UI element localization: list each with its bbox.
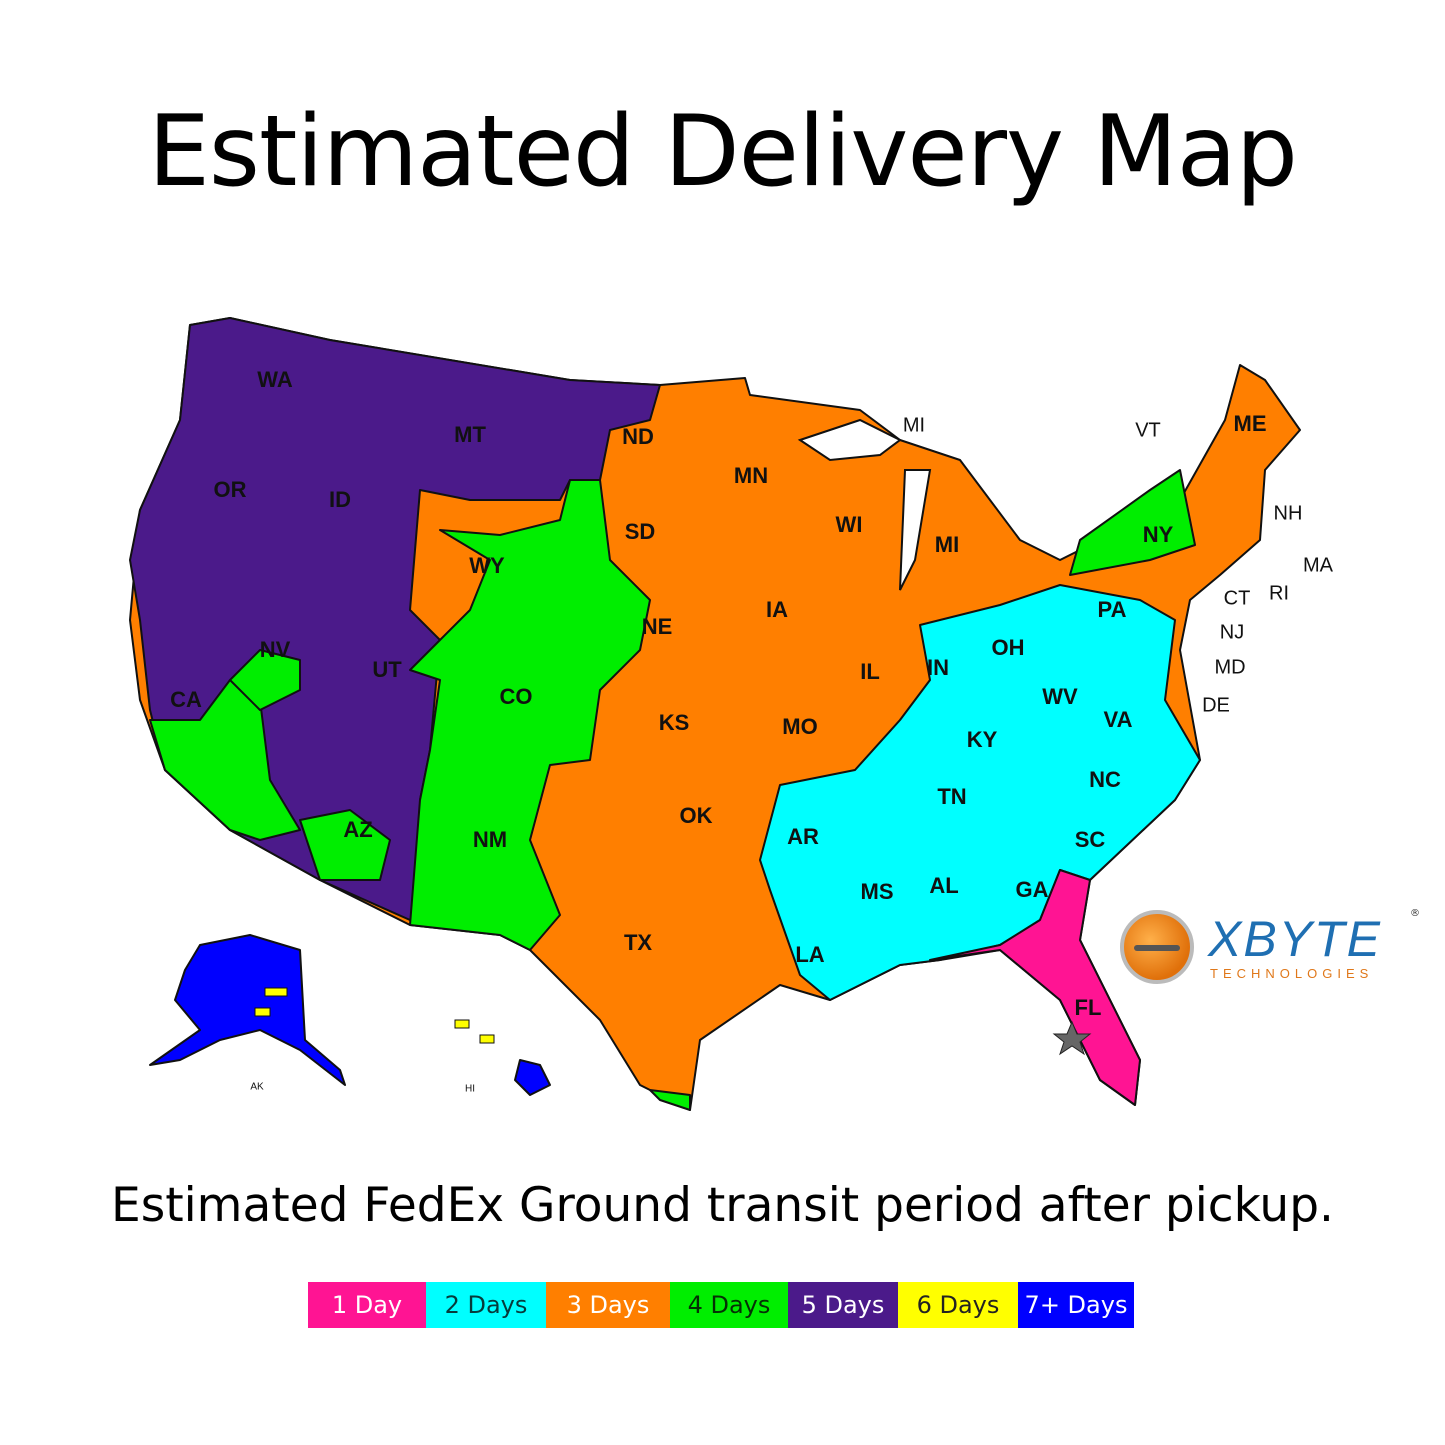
state-label: UT: [372, 657, 402, 682]
hawaii-6-days: [454, 1019, 470, 1029]
state-label: SD: [624, 519, 656, 544]
state-label: KS: [658, 710, 690, 735]
state-label: MI: [934, 532, 960, 557]
state-label-outside: VT: [1135, 419, 1161, 442]
legend-item-4-days: 4 Days: [670, 1282, 788, 1328]
state-label-outside: CT: [1223, 587, 1251, 610]
state-label: WA: [257, 367, 293, 392]
state-label: WV: [1042, 684, 1078, 709]
state-label: NE: [641, 614, 673, 639]
logo-registered: ®: [1410, 908, 1420, 919]
state-label-outside: NJ: [1219, 621, 1245, 644]
state-label: IN: [927, 655, 949, 680]
state-label: TN: [937, 784, 967, 809]
state-label: MN: [733, 463, 769, 488]
state-label: LA: [795, 942, 825, 967]
star-icon: [1052, 1020, 1092, 1056]
state-label: NC: [1089, 767, 1121, 792]
state-label: OK: [679, 803, 713, 828]
legend-item-1-day: 1 Day: [308, 1282, 426, 1328]
legend-item-2-days: 2 Days: [426, 1282, 546, 1328]
state-label: NV: [259, 637, 291, 662]
state-label: WY: [469, 553, 505, 578]
state-label: CO: [499, 684, 533, 709]
state-label: NM: [472, 827, 508, 852]
zone-4-days-nv: [229, 649, 301, 711]
state-label: KY: [966, 727, 998, 752]
state-label: WI: [835, 512, 863, 537]
state-label-outside: RI: [1269, 582, 1289, 605]
zone-4-days-ny: [1069, 469, 1196, 576]
alaska-6-days: [264, 987, 288, 997]
alaska-6-days-2: [254, 1007, 271, 1017]
state-label-outside: MI: [902, 414, 926, 437]
legend-item-3-days: 3 Days: [546, 1282, 670, 1328]
state-label: ND: [622, 424, 654, 449]
logo-subtitle: TECHNOLOGIES: [1210, 966, 1374, 981]
state-label: ME: [1233, 411, 1267, 436]
legend-item-6-days: 6 Days: [898, 1282, 1018, 1328]
state-label: OH: [991, 635, 1025, 660]
hawaii-label: HI: [465, 1083, 475, 1095]
legend-item-5-days: 5 Days: [788, 1282, 898, 1328]
state-label: PA: [1097, 597, 1127, 622]
state-label: MS: [860, 879, 894, 904]
state-label: FL: [1074, 995, 1102, 1020]
alaska-label: AK: [250, 1081, 264, 1093]
zone-4-days-socal: [149, 679, 301, 841]
map-caption: Estimated FedEx Ground transit period af…: [111, 1178, 1334, 1233]
state-label: OR: [213, 477, 247, 502]
zone-4-days: [409, 479, 651, 951]
state-label: MT: [454, 422, 486, 447]
state-label: IA: [766, 597, 788, 622]
page-title: Estimated Delivery Map: [148, 95, 1298, 209]
hawaii-7-days: [514, 1059, 551, 1096]
state-label: AZ: [343, 817, 373, 842]
logo-name: XBYTE: [1208, 911, 1382, 967]
alaska-7-days: [149, 934, 346, 1086]
state-label: TX: [623, 930, 653, 955]
state-label: ID: [329, 487, 351, 512]
logo-globe-icon: [1120, 910, 1194, 984]
state-label: AL: [929, 873, 959, 898]
state-label-outside: MA: [1303, 554, 1333, 577]
state-label: SC: [1074, 827, 1106, 852]
great-lakes: [797, 418, 932, 591]
state-label: VA: [1103, 707, 1133, 732]
hawaii-6-days-2: [479, 1034, 495, 1044]
xbyte-logo: XBYTE ® TECHNOLOGIES: [1120, 908, 1420, 993]
legend: 1 Day 2 Days 3 Days 4 Days 5 Days 6 Days…: [308, 1282, 1134, 1328]
state-label-outside: MD: [1214, 656, 1246, 679]
legend-item-7-plus-days: 7+ Days: [1018, 1282, 1134, 1328]
state-label-outside: NH: [1273, 502, 1303, 525]
state-label: NY: [1142, 522, 1174, 547]
state-label-outside: DE: [1202, 694, 1230, 717]
zone-1-day: [929, 869, 1141, 1106]
zone-4-days-az: [299, 809, 391, 881]
state-label: CA: [170, 687, 202, 712]
state-label: MO: [782, 714, 818, 739]
zone-4-days-tx: [649, 1089, 691, 1111]
state-label: IL: [860, 659, 880, 684]
state-label: AR: [787, 824, 819, 849]
state-label: GA: [1015, 877, 1049, 902]
